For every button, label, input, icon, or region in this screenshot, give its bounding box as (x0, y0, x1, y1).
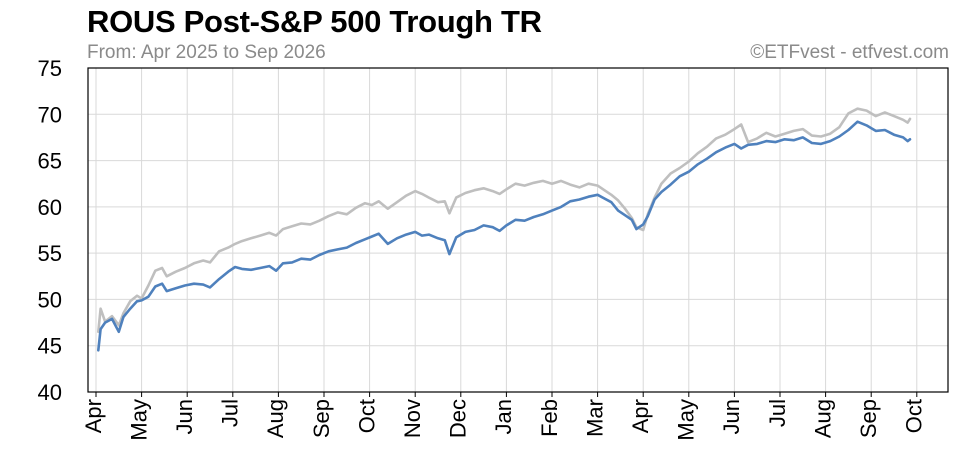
x-tick-label: Aug (263, 399, 288, 438)
x-tick-label: Oct (902, 399, 927, 433)
y-tick-label: 60 (38, 195, 62, 220)
x-tick-label: May (126, 399, 151, 441)
y-tick-label: 75 (38, 56, 62, 81)
x-tick-label: May (674, 399, 699, 441)
plot-frame (87, 67, 949, 393)
x-tick-label: Sep (309, 399, 334, 438)
x-tick-label: Nov (400, 399, 425, 438)
series-lines (97, 107, 912, 352)
x-tick-label: Jul (218, 399, 243, 427)
x-tick-label: Jun (719, 399, 744, 434)
x-tick-label: Sep (856, 399, 881, 438)
y-tick-label: 40 (38, 380, 62, 405)
y-axis-ticks: 40 45 50 55 60 65 70 75 (38, 56, 62, 405)
x-tick-label: Jun (172, 399, 197, 434)
x-tick-label: Dec (446, 399, 471, 438)
y-tick-label: 65 (38, 149, 62, 174)
x-tick-label: Jan (491, 399, 516, 434)
series-line-blue (97, 120, 912, 352)
x-tick-label: Oct (354, 399, 379, 433)
y-tick-label: 45 (38, 334, 62, 359)
x-tick-label: Jul (765, 399, 790, 427)
x-axis-ticks: Apr May Jun Jul Aug Sep Oct Nov Dec Jan Feb Mar Apr M… (81, 392, 927, 441)
x-tick-label: Aug (810, 399, 835, 438)
gridlines (88, 68, 948, 392)
chart-source-credit: ©ETFvest - etfvest.com (750, 42, 949, 63)
x-tick-label: Apr (628, 399, 653, 433)
chart-subtitle: From: Apr 2025 to Sep 2026 (87, 42, 326, 63)
series-line-gray (97, 107, 912, 334)
y-tick-label: 55 (38, 241, 62, 266)
x-tick-label: Apr (81, 399, 106, 433)
y-tick-label: 50 (38, 287, 62, 312)
x-tick-label: Feb (537, 399, 562, 437)
x-tick-label: Mar (582, 399, 607, 437)
y-tick-label: 70 (38, 102, 62, 127)
chart-title: ROUS Post-S&P 500 Trough TR (87, 4, 542, 39)
